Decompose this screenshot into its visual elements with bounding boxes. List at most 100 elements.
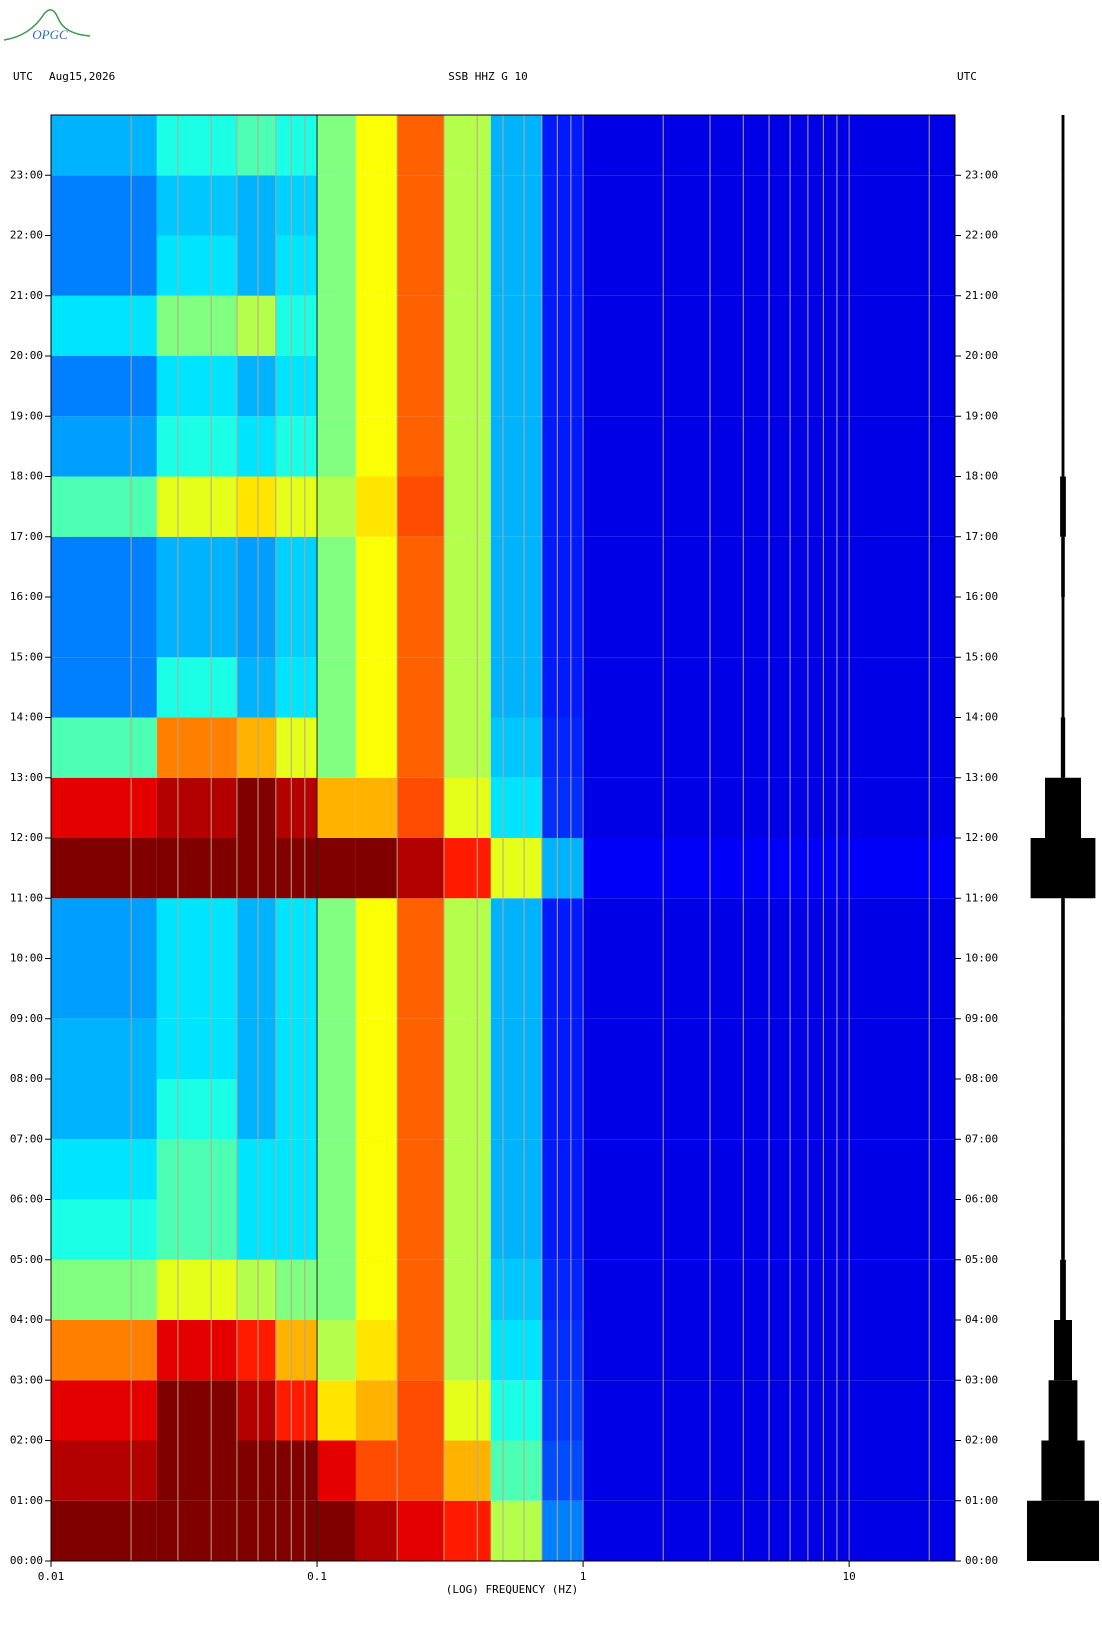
cell	[397, 657, 444, 718]
cell	[443, 838, 491, 899]
cell	[156, 657, 237, 718]
cell	[443, 1440, 491, 1501]
cell	[541, 235, 584, 296]
cell	[156, 717, 237, 778]
trace-envelope	[1061, 356, 1065, 417]
cell	[355, 1440, 398, 1501]
cell	[236, 597, 276, 658]
cell	[443, 717, 491, 778]
y-tick-label: 06:00	[10, 1193, 43, 1206]
cell	[317, 536, 356, 597]
cell	[355, 416, 398, 477]
cell	[541, 838, 584, 899]
cell	[317, 235, 356, 296]
cell	[275, 1079, 318, 1140]
cell	[355, 1500, 398, 1561]
cell	[317, 1380, 356, 1441]
y-tick-label-right: 16:00	[965, 590, 998, 603]
cell	[397, 1440, 444, 1501]
cell	[236, 777, 276, 838]
cell	[541, 1018, 584, 1079]
cell	[156, 235, 237, 296]
cell	[541, 1440, 584, 1501]
cell	[156, 597, 237, 658]
trace-envelope	[1061, 1079, 1065, 1140]
trace-envelope	[1060, 476, 1066, 537]
cell	[275, 1139, 318, 1200]
cell	[275, 717, 318, 778]
cell	[236, 717, 276, 778]
trace-envelope	[1061, 958, 1065, 1019]
cell	[275, 657, 318, 718]
x-axis-label: (LOG) FREQUENCY (HZ)	[446, 1583, 578, 1596]
cell	[490, 1440, 542, 1501]
y-tick-label-right: 15:00	[965, 650, 998, 663]
y-tick-label-right: 09:00	[965, 1012, 998, 1025]
cell	[443, 898, 491, 959]
cell	[317, 777, 356, 838]
cell	[275, 838, 318, 899]
trace-envelope	[1061, 1018, 1065, 1079]
cell	[317, 1018, 356, 1079]
cell	[317, 1259, 356, 1320]
cell	[156, 1440, 237, 1501]
trace-envelope	[1061, 175, 1065, 236]
cell	[355, 235, 398, 296]
y-tick-label: 17:00	[10, 530, 43, 543]
y-tick-label: 11:00	[10, 891, 43, 904]
y-tick-label-right: 08:00	[965, 1072, 998, 1085]
cell	[397, 958, 444, 1019]
cell	[355, 175, 398, 236]
cell	[541, 1139, 584, 1200]
cell	[236, 1440, 276, 1501]
cell	[397, 898, 444, 959]
cell	[156, 356, 237, 417]
cell	[397, 1500, 444, 1561]
cell	[541, 476, 584, 537]
cell	[236, 1199, 276, 1260]
cell	[236, 1259, 276, 1320]
y-tick-label: 01:00	[10, 1494, 43, 1507]
cell	[236, 295, 276, 356]
cell	[317, 717, 356, 778]
cell	[236, 1018, 276, 1079]
cell	[355, 597, 398, 658]
cell	[397, 295, 444, 356]
cell	[275, 295, 318, 356]
y-tick-label-right: 04:00	[965, 1313, 998, 1326]
cell	[236, 175, 276, 236]
cell	[317, 1500, 356, 1561]
cell	[490, 1259, 542, 1320]
y-tick-label-right: 22:00	[965, 229, 998, 242]
cell	[355, 536, 398, 597]
y-tick-label-right: 06:00	[965, 1193, 998, 1206]
cell	[236, 838, 276, 899]
cell	[490, 777, 542, 838]
cell	[355, 958, 398, 1019]
y-tick-label: 23:00	[10, 168, 43, 181]
cell	[317, 898, 356, 959]
trace-envelope	[1061, 536, 1065, 597]
cell	[317, 416, 356, 477]
cell	[490, 175, 542, 236]
cell	[490, 356, 542, 417]
x-tick-label: 1	[580, 1570, 587, 1583]
cell	[490, 1139, 542, 1200]
cell	[490, 536, 542, 597]
cell	[156, 295, 237, 356]
cell	[443, 597, 491, 658]
y-tick-label-right: 02:00	[965, 1434, 998, 1447]
cell	[443, 1320, 491, 1381]
cell	[541, 416, 584, 477]
cell	[156, 175, 237, 236]
cell	[443, 476, 491, 537]
cell	[317, 1079, 356, 1140]
cell	[355, 115, 398, 176]
cell	[156, 1079, 237, 1140]
cell	[236, 958, 276, 1019]
cell	[397, 416, 444, 477]
cell	[541, 295, 584, 356]
cell	[355, 1320, 398, 1381]
cell	[541, 777, 584, 838]
cell	[541, 597, 584, 658]
